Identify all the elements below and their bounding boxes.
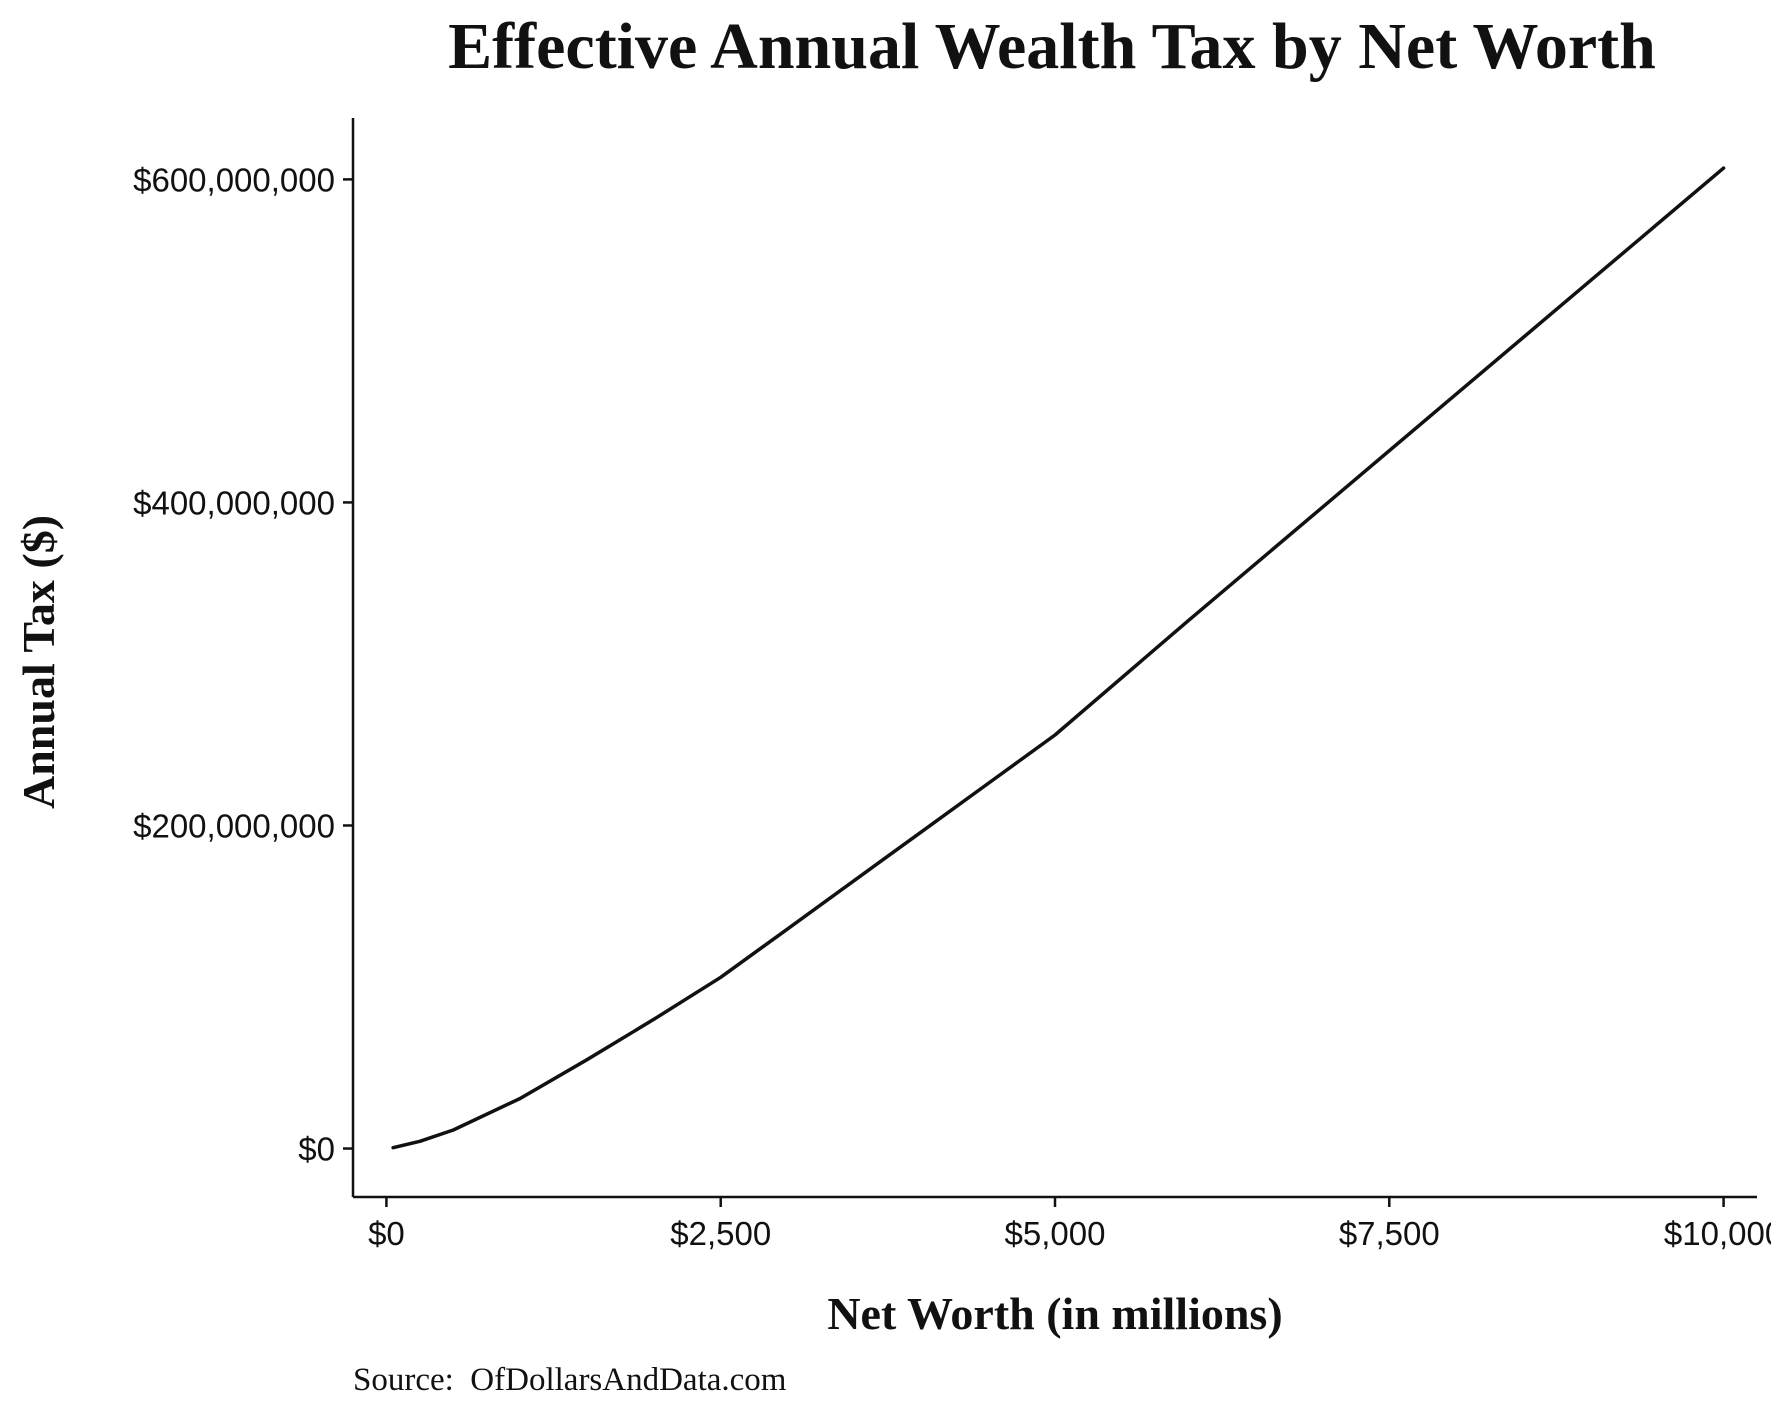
y-axis-ticks: $0 $200,000,000 $400,000,000 $600,000,000 — [133, 161, 353, 1168]
series-group — [391, 166, 1726, 1150]
y-axis-title: Annual Tax ($) — [13, 515, 64, 809]
x-tick-label: $0 — [368, 1215, 405, 1252]
plot-area: $0 $200,000,000 $400,000,000 $600,000,000 $… — [133, 118, 1771, 1252]
x-tick-label: $7,500 — [1339, 1215, 1440, 1252]
x-tick-label: $2,500 — [670, 1215, 771, 1252]
source-note: Source: OfDollarsAndData.com — [353, 1362, 787, 1398]
y-tick-label: $200,000,000 — [133, 807, 335, 844]
y-tick-label: $400,000,000 — [133, 484, 335, 521]
y-tick-label: $0 — [298, 1131, 335, 1168]
x-axis-ticks: $0 $2,500 $5,000 $7,500 $10,000 — [368, 1197, 1771, 1252]
x-tick-label: $10,000 — [1664, 1215, 1771, 1252]
x-axis-title: Net Worth (in millions) — [827, 1288, 1282, 1339]
x-tick-label: $5,000 — [1005, 1215, 1106, 1252]
chart-title: Effective Annual Wealth Tax by Net Worth — [448, 10, 1656, 83]
y-tick-label: $600,000,000 — [133, 161, 335, 198]
tax-series-line — [391, 166, 1726, 1150]
